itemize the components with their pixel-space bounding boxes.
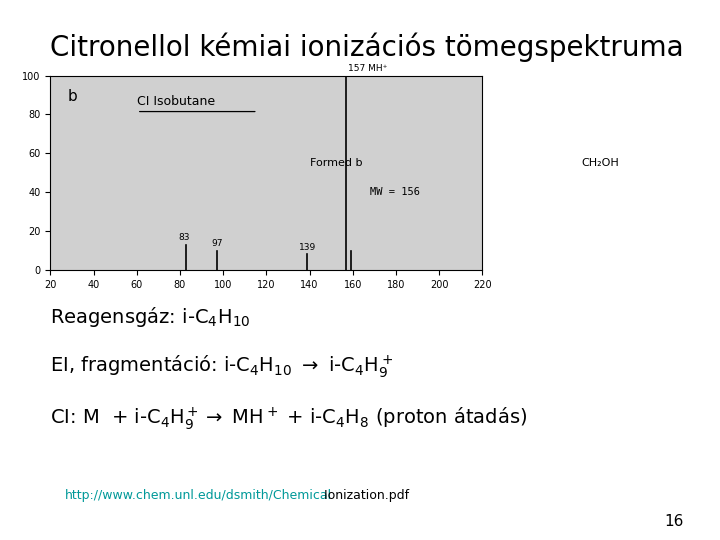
Text: http://www.chem.unl.edu/dsmith/Chemical: http://www.chem.unl.edu/dsmith/Chemical bbox=[65, 489, 332, 502]
Text: 139: 139 bbox=[299, 242, 316, 252]
Text: MW = 156: MW = 156 bbox=[370, 187, 420, 197]
Text: 157 MH⁺: 157 MH⁺ bbox=[348, 64, 388, 73]
Text: 83: 83 bbox=[179, 233, 190, 242]
Text: Citronellol kémiai ionizációs tömegspektruma: Citronellol kémiai ionizációs tömegspekt… bbox=[50, 32, 684, 62]
Text: CH₂OH: CH₂OH bbox=[582, 158, 619, 168]
Text: CI: M  + i-C$_4$H$_9^+$$\rightarrow$ MH$^+$ + i-C$_4$H$_8$ (proton átadás): CI: M + i-C$_4$H$_9^+$$\rightarrow$ MH$^… bbox=[50, 405, 528, 432]
Text: CI Isobutane: CI Isobutane bbox=[137, 95, 215, 108]
Text: Reagensgáz: i-C$_4$H$_{10}$: Reagensgáz: i-C$_4$H$_{10}$ bbox=[50, 305, 251, 329]
Text: EI, fragmentáció: i-C$_4$H$_{10}$ $\rightarrow$ i-C$_4$H$_9^+$: EI, fragmentáció: i-C$_4$H$_{10}$ $\righ… bbox=[50, 354, 393, 381]
Text: 97: 97 bbox=[211, 239, 222, 248]
Text: Ionization.pdf: Ionization.pdf bbox=[320, 489, 410, 502]
Text: 16: 16 bbox=[665, 514, 684, 529]
Text: b: b bbox=[68, 89, 78, 104]
Text: Formed b: Formed b bbox=[310, 158, 362, 168]
